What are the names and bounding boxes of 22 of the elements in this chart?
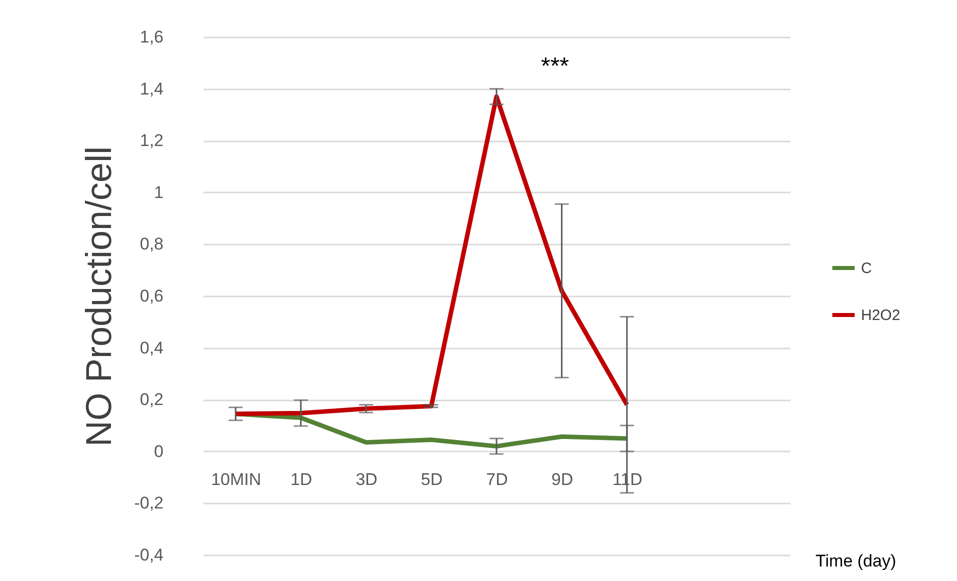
y-tick-label: 0,8 xyxy=(140,234,164,254)
y-tick-label: 1 xyxy=(154,182,164,202)
annotation: *** xyxy=(540,53,570,80)
y-tick-label: 1,2 xyxy=(140,131,164,150)
x-axis-title: Time (day) xyxy=(816,552,896,570)
y-tick-label: 0,2 xyxy=(140,390,164,410)
y-tick-label: -0,2 xyxy=(134,494,164,513)
x-tick-label: 9D xyxy=(551,470,574,489)
y-tick-label: 1,4 xyxy=(140,79,164,98)
legend-label: H2O2 xyxy=(861,307,900,324)
x-tick-label: 1D xyxy=(290,470,312,489)
x-tick-label: 7D xyxy=(486,470,508,489)
y-tick-label: 0,4 xyxy=(140,338,164,358)
legend-label: C xyxy=(861,260,872,278)
y-tick-label: 1,6 xyxy=(140,28,164,46)
y-axis-title: NO Production/cell xyxy=(78,146,120,447)
y-tick-label: 0,6 xyxy=(140,286,164,306)
x-tick-label: 5D xyxy=(420,470,443,489)
x-tick-label: 10MIN xyxy=(211,470,262,489)
y-tick-label: -0,4 xyxy=(134,546,164,564)
x-tick-label: 3D xyxy=(356,470,378,489)
y-tick-label: 0 xyxy=(154,442,164,461)
